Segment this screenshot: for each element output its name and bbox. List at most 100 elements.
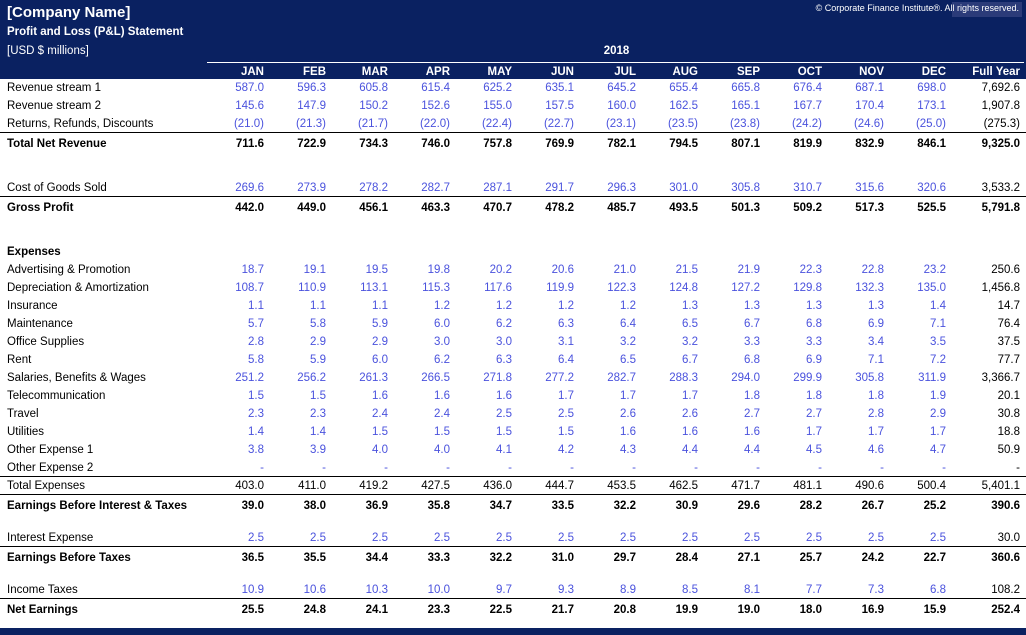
cell[interactable]: 456.1 [359, 202, 388, 214]
cell[interactable]: 734.3 [359, 138, 388, 150]
cell[interactable]: 7.2 [930, 354, 946, 366]
cell[interactable]: (24.2) [791, 117, 822, 130]
cell[interactable]: 7,692.6 [981, 82, 1020, 94]
cell[interactable]: 698.0 [917, 82, 946, 94]
cell[interactable]: 1.9 [930, 390, 946, 402]
row-label[interactable]: Total Net Revenue [7, 138, 107, 150]
cell[interactable]: (275.3) [983, 117, 1020, 130]
row-label[interactable]: Maintenance [7, 318, 73, 330]
row-label[interactable]: Other Expense 1 [7, 444, 94, 456]
cell[interactable]: 29.6 [737, 500, 760, 512]
cell[interactable]: 19.9 [675, 604, 698, 616]
cell[interactable]: 6.8 [930, 583, 946, 596]
cell[interactable]: 4.1 [496, 444, 512, 456]
cell[interactable]: 23.3 [427, 604, 450, 616]
cell[interactable]: 3.3 [806, 336, 822, 348]
cell[interactable]: 500.4 [917, 479, 946, 492]
cell[interactable]: 3.0 [496, 336, 512, 348]
cell[interactable]: 419.2 [359, 479, 388, 492]
cell[interactable]: (21.0) [233, 117, 264, 130]
cell[interactable]: 19.8 [427, 264, 450, 276]
cell[interactable]: 453.5 [607, 479, 636, 492]
cell[interactable]: 5,791.8 [981, 202, 1020, 214]
cell[interactable]: (22.0) [419, 117, 450, 130]
cell[interactable]: 5.8 [248, 354, 264, 366]
cell[interactable]: 25.2 [923, 500, 946, 512]
row-label[interactable]: Total Expenses [7, 479, 85, 492]
cell[interactable]: 19.1 [303, 264, 326, 276]
column-header[interactable]: DEC [921, 66, 946, 78]
row-label[interactable]: Rent [7, 354, 32, 366]
cell[interactable]: 1.5 [558, 426, 574, 438]
cell[interactable]: 10.3 [365, 583, 388, 596]
cell[interactable]: 462.5 [669, 479, 698, 492]
cell[interactable]: 4.2 [558, 444, 574, 456]
cell[interactable]: - [880, 461, 884, 474]
cell[interactable]: 251.2 [235, 372, 264, 384]
cell[interactable]: 6.4 [558, 354, 574, 366]
cell[interactable]: 782.1 [607, 138, 636, 150]
cell[interactable]: 76.4 [997, 318, 1020, 330]
cell[interactable]: 3.0 [434, 336, 450, 348]
cell[interactable]: 5.7 [248, 318, 264, 330]
cell[interactable]: (23.5) [667, 117, 698, 130]
cell[interactable]: 282.7 [607, 372, 636, 384]
cell[interactable]: 135.0 [917, 282, 946, 294]
column-header[interactable]: AUG [672, 66, 698, 78]
cell[interactable]: 273.9 [297, 181, 326, 194]
cell[interactable]: 411.0 [298, 479, 326, 492]
cell[interactable]: 2.5 [496, 531, 512, 544]
cell[interactable]: 301.0 [669, 181, 698, 194]
cell[interactable]: 23.2 [923, 264, 946, 276]
row-label[interactable]: Other Expense 2 [7, 461, 94, 474]
column-header[interactable]: JUL [614, 66, 636, 78]
row-label[interactable]: Income Taxes [7, 583, 78, 596]
cell[interactable]: (24.6) [853, 117, 884, 130]
cell[interactable]: 1.8 [868, 390, 884, 402]
cell[interactable]: (22.7) [543, 117, 574, 130]
cell[interactable]: 2.4 [372, 408, 388, 420]
cell[interactable]: 3.1 [558, 336, 574, 348]
cell[interactable]: 162.5 [669, 100, 698, 112]
cell[interactable]: 442.0 [235, 202, 264, 214]
cell[interactable]: 6.0 [372, 354, 388, 366]
cell[interactable]: 2.3 [310, 408, 326, 420]
cell[interactable]: 3,533.2 [981, 181, 1020, 194]
cell[interactable]: 645.2 [607, 82, 636, 94]
cell[interactable]: 665.8 [731, 82, 760, 94]
cell[interactable]: 34.7 [489, 500, 512, 512]
cell[interactable]: 7.1 [930, 318, 946, 330]
cell[interactable]: 676.4 [793, 82, 822, 94]
cell[interactable]: 315.6 [855, 181, 884, 194]
cell[interactable]: 2.3 [248, 408, 264, 420]
cell[interactable]: 287.1 [483, 181, 512, 194]
cell[interactable]: 6.9 [868, 318, 884, 330]
cell[interactable]: 722.9 [297, 138, 326, 150]
cell[interactable]: 1.1 [310, 300, 326, 312]
cell[interactable]: 10.6 [303, 583, 326, 596]
cell[interactable]: 1.8 [806, 390, 822, 402]
cell[interactable]: 155.0 [483, 100, 512, 112]
cell[interactable]: 1.7 [930, 426, 946, 438]
cell[interactable]: 463.3 [421, 202, 450, 214]
row-label[interactable]: Net Earnings [7, 604, 78, 616]
cell[interactable]: 282.7 [421, 181, 450, 194]
cell[interactable]: 10.0 [427, 583, 450, 596]
cell[interactable]: 28.2 [799, 500, 822, 512]
cell[interactable]: - [570, 461, 574, 474]
cell[interactable]: 1.5 [248, 390, 264, 402]
cell[interactable]: 1.1 [248, 300, 264, 312]
cell[interactable]: 119.9 [546, 282, 574, 294]
cell[interactable]: - [818, 461, 822, 474]
cell[interactable]: 3.9 [310, 444, 326, 456]
cell[interactable]: 5.8 [310, 318, 326, 330]
cell[interactable]: 2.7 [744, 408, 760, 420]
cell[interactable]: (22.4) [481, 117, 512, 130]
cell[interactable]: 390.6 [991, 500, 1020, 512]
cell[interactable]: 16.9 [861, 604, 884, 616]
cell[interactable]: 4.4 [744, 444, 760, 456]
cell[interactable]: 132.3 [855, 282, 884, 294]
row-label[interactable]: Earnings Before Taxes [7, 552, 131, 564]
cell[interactable]: 587.0 [235, 82, 264, 94]
cell[interactable]: 145.6 [235, 100, 264, 112]
